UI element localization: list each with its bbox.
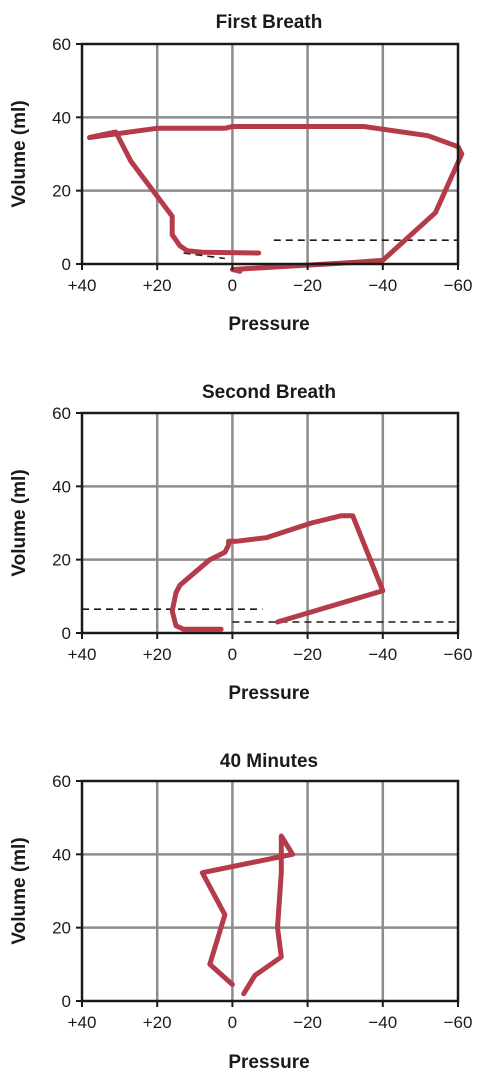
grid <box>82 413 458 633</box>
reference-lines <box>183 239 458 260</box>
y-tick-label: 40 <box>52 845 71 864</box>
reference-lines <box>82 608 458 623</box>
panel-first-breath: First Breath +40 +20 0 −20 −40 −60 0 20 40 60 Pr… <box>9 12 472 335</box>
y-tick-label: 60 <box>52 404 71 423</box>
pressure-volume-loop <box>199 833 296 997</box>
y-axis-label: Volume (ml) <box>9 469 30 576</box>
panel-40-minutes: 40 Minutes +40 +20 0 −20 −40 −60 0 20 40 60 Pres… <box>9 751 472 1073</box>
x-tick-label: +20 <box>143 276 172 295</box>
x-tick-label: +40 <box>68 645 97 664</box>
x-tick-label: −40 <box>368 276 397 295</box>
reference-line <box>183 252 225 260</box>
y-axis-label: Volume (ml) <box>9 100 30 207</box>
grid <box>82 44 458 264</box>
x-tick-label: −40 <box>368 1013 397 1032</box>
y-tick-label: 20 <box>52 551 71 570</box>
x-tick-label: +20 <box>143 1013 172 1032</box>
series <box>169 513 386 632</box>
x-tick-label: −60 <box>444 645 473 664</box>
x-tick-label: −20 <box>293 1013 322 1032</box>
chart-title: Second Breath <box>202 382 336 403</box>
chart-title: First Breath <box>216 12 323 33</box>
y-tick-label: 60 <box>52 772 71 791</box>
x-tick-label: −60 <box>444 1013 473 1032</box>
x-axis-label: Pressure <box>228 1052 309 1073</box>
x-axis-ticks: +40 +20 0 −20 −40 −60 <box>68 633 473 664</box>
pressure-volume-loop <box>87 124 465 274</box>
plot-frame <box>80 42 460 266</box>
x-tick-label: 0 <box>228 645 237 664</box>
grid <box>82 781 458 1001</box>
x-tick-label: −20 <box>293 276 322 295</box>
series <box>87 124 465 274</box>
x-tick-label: 0 <box>228 276 237 295</box>
x-tick-label: −40 <box>368 645 397 664</box>
x-tick-label: +20 <box>143 645 172 664</box>
chart-title: 40 Minutes <box>220 751 318 772</box>
y-axis-ticks: 0 20 40 60 <box>52 772 82 1011</box>
x-axis-ticks: +40 +20 0 −20 −40 −60 <box>68 1001 473 1032</box>
pressure-volume-loop <box>169 513 386 632</box>
y-axis-ticks: 0 20 40 60 <box>52 404 82 643</box>
y-tick-label: 40 <box>52 108 71 127</box>
y-tick-label: 60 <box>52 35 71 54</box>
y-tick-label: 20 <box>52 919 71 938</box>
y-axis-label: Volume (ml) <box>9 837 30 944</box>
y-tick-label: 0 <box>62 624 71 643</box>
panel-second-breath: Second Breath +40 +20 0 −20 −40 −60 0 20 40 60 P… <box>9 382 472 704</box>
x-tick-label: −60 <box>444 276 473 295</box>
x-axis-label: Pressure <box>228 314 309 335</box>
x-tick-label: +40 <box>68 276 97 295</box>
y-tick-label: 40 <box>52 477 71 496</box>
y-tick-label: 0 <box>62 992 71 1011</box>
series <box>199 833 296 997</box>
x-axis-label: Pressure <box>228 683 309 704</box>
x-tick-label: −20 <box>293 645 322 664</box>
plot-frame <box>80 779 460 1003</box>
plot-frame <box>80 411 460 635</box>
x-axis-ticks: +40 +20 0 −20 −40 −60 <box>68 264 473 295</box>
x-tick-label: 0 <box>228 1013 237 1032</box>
x-tick-label: +40 <box>68 1013 97 1032</box>
y-tick-label: 0 <box>62 255 71 274</box>
y-tick-label: 20 <box>52 182 71 201</box>
y-axis-ticks: 0 20 40 60 <box>52 35 82 274</box>
